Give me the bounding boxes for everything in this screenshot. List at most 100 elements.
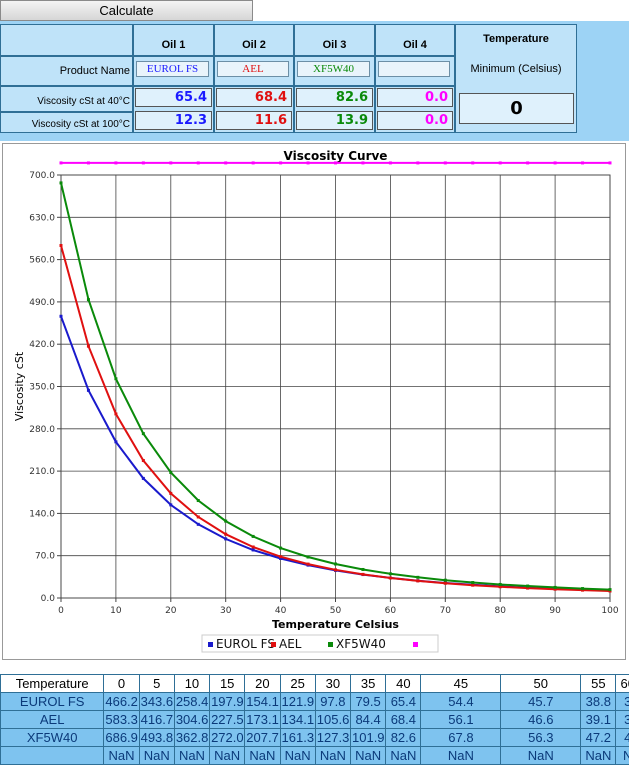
x-tick-label: 10 — [110, 606, 122, 616]
calculate-button[interactable]: Calculate — [0, 0, 253, 21]
series-4-point — [196, 161, 200, 165]
series-2-point — [553, 587, 557, 591]
legend-label-3: XF5W40 — [336, 637, 386, 651]
series-2-point — [416, 579, 420, 583]
table-cell: NaN — [500, 746, 582, 765]
y-tick-label: 0.0 — [41, 594, 56, 604]
table-row-label: AEL — [0, 710, 105, 729]
oil-name-input-2[interactable]: AEL — [217, 61, 289, 77]
table-cell: 47.2 — [580, 728, 617, 747]
y-tick-label: 700.0 — [29, 171, 55, 181]
oil-visc100-input-1[interactable]: 12.3 — [135, 111, 212, 130]
series-3-point — [608, 588, 612, 592]
series-1-point — [279, 556, 283, 560]
series-1-point — [196, 522, 200, 526]
table-cell: 54.4 — [420, 692, 502, 711]
oil-visc40-input-3[interactable]: 82.6 — [296, 88, 373, 107]
table-cell: 258.4 — [173, 692, 211, 711]
table-header-temp: 55 — [580, 674, 617, 693]
table-header-temp: 60 — [615, 674, 629, 693]
series-4-point — [443, 161, 447, 165]
x-tick-label: 40 — [275, 606, 287, 616]
chart-svg: 0 10 20 30 40 50 60 70 80 90 100 0.0 70.0 140.0 210.0 2… — [13, 149, 619, 653]
series-2-point — [169, 491, 173, 495]
series-4-point — [86, 161, 90, 165]
table-cell: 67.8 — [420, 728, 502, 747]
table-cell: 304.6 — [173, 710, 211, 729]
visc40-label: Viscosity cSt at 40°C — [0, 86, 133, 112]
data-table: Temperature051015202530354045505560EUROL… — [0, 674, 629, 765]
oil-name-input-4[interactable] — [378, 61, 450, 77]
table-cell: 416.7 — [138, 710, 175, 729]
table-row: EUROL FS 466.2 343.6 258.4 197.9 154.1 121.9 97… — [0, 692, 629, 711]
blank-header-cell — [0, 24, 133, 56]
series-3-point — [251, 534, 255, 538]
table-cell: 56.1 — [420, 710, 502, 729]
oil-name-input-3[interactable]: XF5W40 — [297, 61, 370, 77]
temperature-min-input[interactable]: 0 — [459, 93, 574, 124]
x-tick-label: 70 — [440, 606, 452, 616]
oil-visc100-input-4[interactable]: 0.0 — [377, 111, 453, 130]
oil-visc40-input-1[interactable]: 65.4 — [135, 88, 212, 107]
series-4-point — [141, 161, 145, 165]
table-cell: NaN — [279, 746, 316, 765]
x-tick-label: 90 — [549, 606, 561, 616]
table-cell: 583.3 — [103, 710, 140, 729]
legend-label-1: EUROL FS — [216, 637, 275, 651]
x-tick-label: 30 — [220, 606, 232, 616]
oil-visc100-input-3[interactable]: 13.9 — [296, 111, 373, 130]
series-1-point — [141, 476, 145, 480]
series-4-point — [334, 161, 337, 165]
table-cell: NaN — [420, 746, 502, 765]
table-cell: 134.1 — [279, 710, 316, 729]
series-1-point — [86, 388, 90, 392]
series-2-point — [59, 244, 63, 248]
input-panel: Product Name Viscosity cSt at 40°C Visco… — [0, 21, 629, 141]
table-cell: 154.1 — [244, 692, 281, 711]
table-cell: NaN — [103, 746, 140, 765]
table-header-temp: 20 — [244, 674, 281, 693]
series-3-point — [471, 581, 475, 585]
table-cell: NaN — [314, 746, 352, 765]
table-cell: NaN — [580, 746, 617, 765]
series-3-point — [196, 499, 200, 503]
series-4-point — [279, 161, 283, 165]
viscosity-chart: 0 10 20 30 40 50 60 70 80 90 100 0.0 70.0 140.0 210.0 2… — [2, 143, 626, 660]
x-tick-label: 0 — [58, 606, 64, 616]
series-2-point — [361, 572, 365, 576]
table-cell: NaN — [244, 746, 281, 765]
series-4-point — [581, 161, 585, 165]
series-3-point — [553, 585, 557, 589]
legend-label-2: AEL — [279, 637, 302, 651]
series-3-point — [279, 546, 283, 550]
oil-visc100-input-2[interactable]: 11.6 — [216, 111, 292, 130]
series-2-point — [388, 576, 392, 580]
series-3-point — [114, 377, 118, 381]
series-3-point — [581, 587, 585, 591]
y-tick-label: 280.0 — [29, 425, 55, 435]
series-4-point — [553, 161, 557, 165]
table-header-temp: 10 — [173, 674, 211, 693]
table-cell: 686.9 — [103, 728, 140, 747]
table-cell: 343.6 — [138, 692, 175, 711]
y-tick-label: 490.0 — [29, 298, 55, 308]
series-3-point — [388, 572, 392, 576]
table-header-temp: 45 — [420, 674, 502, 693]
table-cell: 68.4 — [385, 710, 422, 729]
table-cell: 46.6 — [500, 710, 582, 729]
table-cell: 56.3 — [500, 728, 582, 747]
table-header-label: Temperature — [0, 674, 105, 693]
oil-visc40-input-4[interactable]: 0.0 — [377, 88, 453, 107]
series-2-point — [86, 344, 90, 348]
table-cell: 173.1 — [244, 710, 281, 729]
series-3-point — [361, 567, 365, 571]
table-header-temp: 25 — [279, 674, 316, 693]
series-4-point — [498, 161, 502, 165]
oil-visc40-input-2[interactable]: 68.4 — [216, 88, 292, 107]
table-header-temp: 5 — [138, 674, 175, 693]
table-row-label — [0, 746, 105, 765]
series-2-point — [443, 581, 447, 585]
legend-marker-2 — [271, 642, 276, 647]
y-tick-label: 140.0 — [29, 509, 55, 519]
oil-name-input-1[interactable]: EUROL FS — [136, 61, 209, 77]
